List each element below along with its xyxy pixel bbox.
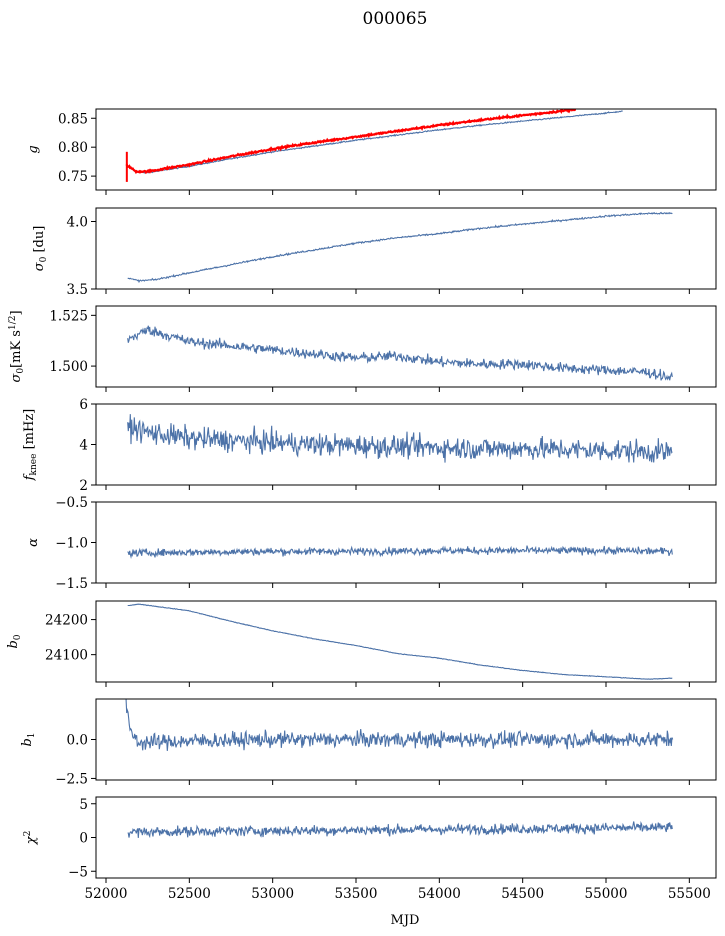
x-tick-label-1: 52500: [168, 886, 211, 902]
panel-3-series-0-line: [127, 414, 673, 463]
panel-7: −5 0 5 52000 52500 53000 53500 54000 54500 55000 5…: [23, 796, 717, 902]
panel-2-series-0-line: [127, 325, 673, 381]
panel-6-ytick-label-1: 0.0: [67, 733, 88, 749]
panel-5: 24100 24200 b0: [6, 600, 717, 687]
figure-title: 000065: [363, 9, 428, 29]
panel-0-series-1-line: [125, 109, 577, 175]
y-axis-label-5: b0: [6, 634, 23, 648]
panel-2-frame: [95, 305, 717, 388]
y-axis-label-3: fknee [mHz]: [22, 409, 39, 482]
panel-0-ytick-label-0: 0.75: [58, 169, 88, 185]
panel-5-frame: [95, 600, 717, 683]
panel-5-series-0-line: [127, 603, 673, 680]
panel-5-ytick-label-1: 24200: [45, 613, 88, 629]
panel-1-ytick-label-0: 3.5: [67, 282, 88, 298]
panel-4-ytick-label-2: −0.5: [55, 495, 88, 511]
panel-7-ytick-label-2: 5: [79, 797, 88, 813]
x-axis-label: MJD: [391, 913, 420, 928]
y-axis-label-7: χ2: [23, 831, 39, 846]
panel-0-series-0-line: [125, 110, 623, 174]
panel-6: −2.5 0.0 b1: [20, 698, 717, 787]
panel-1: 3.5 4.0 σ0 [du]: [32, 207, 717, 298]
panel-3-ytick-label-2: 6: [79, 397, 88, 413]
panel-4-ytick-label-1: −1.0: [55, 536, 88, 552]
panel-4: −1.5 −1.0 −0.5 α: [26, 495, 717, 592]
panel-6-ytick-label-0: −2.5: [55, 771, 88, 787]
panel-2: 1.500 1.525 σ0[mK s1/2]: [8, 305, 717, 392]
y-axis-label-2: σ0[mK s1/2]: [8, 310, 26, 382]
panel-1-series-0-line: [127, 211, 673, 284]
x-tick-label-0: 52000: [85, 886, 128, 902]
y-axis-label-0: g: [26, 145, 41, 153]
x-tick-label-7: 55500: [668, 886, 711, 902]
x-tick-label-3: 53500: [335, 886, 378, 902]
panel-3: 2 4 6 fknee [mHz]: [22, 397, 717, 494]
panel-7-frame: [95, 796, 717, 879]
panel-0-frame: [95, 108, 717, 191]
x-tick-label-5: 54500: [501, 886, 544, 902]
y-axis-label-6: b1: [20, 732, 37, 746]
panel-2-ytick-label-0: 1.500: [49, 359, 88, 375]
panel-0: 0.75 0.80 0.85 g: [26, 108, 717, 195]
x-tick-label-4: 54000: [418, 886, 461, 902]
x-tick-label-6: 55000: [585, 886, 628, 902]
panel-6-series-0-line: [125, 699, 674, 751]
panel-4-series-0-line: [127, 545, 673, 559]
panel-0-ytick-label-2: 0.85: [58, 111, 88, 127]
panel-7-series-0-line: [127, 820, 673, 839]
panel-3-ytick-label-1: 4: [79, 438, 88, 454]
y-axis-label-4: α: [26, 538, 41, 547]
panel-2-ytick-label-1: 1.525: [49, 308, 88, 324]
panels: 0.75 0.80 0.85 g 3.5 4.0 σ0 [du] 1.500 1.525 σ0[m…: [6, 108, 717, 902]
panel-1-frame: [95, 207, 717, 290]
panel-4-frame: [95, 501, 717, 584]
panel-3-ytick-label-0: 2: [79, 478, 88, 494]
panel-7-ytick-label-0: −5: [68, 864, 88, 880]
panel-0-ytick-label-1: 0.80: [58, 140, 88, 156]
y-axis-label-1: σ0 [du]: [32, 226, 49, 272]
panel-5-ytick-label-0: 24100: [45, 648, 88, 664]
panel-7-ytick-label-1: 0: [79, 831, 88, 847]
panel-4-ytick-label-0: −1.5: [55, 576, 88, 592]
panel-1-ytick-label-1: 4.0: [67, 215, 88, 231]
x-tick-label-2: 53000: [251, 886, 294, 902]
